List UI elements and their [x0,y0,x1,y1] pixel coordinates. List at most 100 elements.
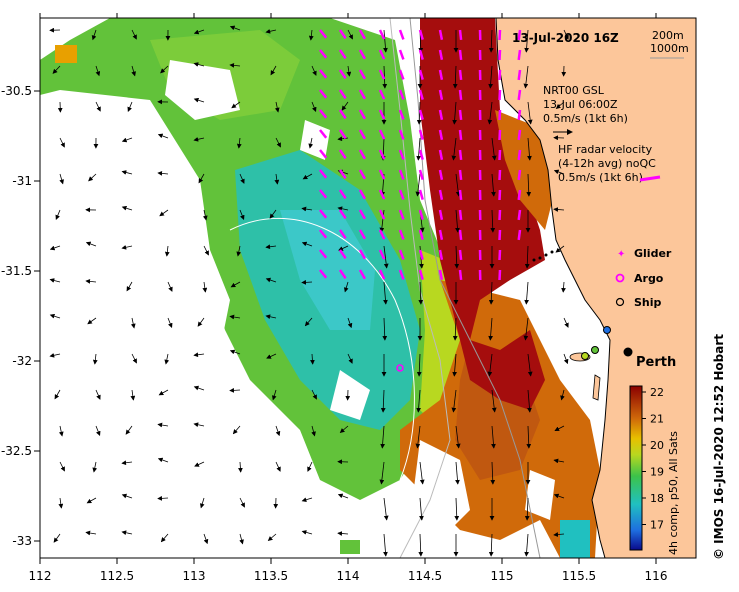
perth-marker [623,347,633,357]
hf-arrow [418,189,424,200]
gsl-arrow [232,425,241,435]
gsl-arrow [451,137,457,161]
gsl-arrow [275,137,281,148]
gsl-arrow [455,461,460,485]
gsl-arrow [488,29,494,53]
hf-arrow [418,49,424,60]
colorbar [629,385,643,551]
hf-arrow [458,149,463,161]
gsl-arrow [488,65,494,89]
gsl-arrow [193,136,205,142]
hf-arrow [378,249,386,260]
x-tick-label: 115.5 [562,569,596,583]
colorbar-tick-label: 19 [650,466,664,479]
gsl-arrow [308,137,314,149]
gsl-arrow [491,389,497,413]
gsl-arrow [523,317,529,341]
gsl-arrow [418,533,424,557]
ship-markers [581,326,611,360]
hf-arrow [458,89,463,101]
hf-arrow [338,109,347,119]
hf-arrow [498,269,502,281]
gsl-legend-line1: NRT00 GSL [543,84,605,97]
x-tick-label: 112.5 [100,569,134,583]
gsl-arrow [265,314,277,320]
y-tick-label: -31.5 [1,264,32,278]
hf-arrow [378,29,386,40]
x-tick-label: 114.5 [408,569,442,583]
gsl-arrow [383,281,388,305]
hf-arrow [378,189,386,200]
gsl-arrow [197,317,205,327]
gsl-arrow [491,173,496,197]
gsl-arrow [524,281,530,305]
x-tick-label: 114 [337,569,360,583]
hf-arrow [517,129,522,141]
hf-arrow [498,29,502,41]
gsl-arrow [86,497,97,504]
gsl-arrow [553,532,565,537]
gsl-arrow [337,206,349,212]
hf-arrow [458,129,463,141]
gsl-arrow [383,245,389,269]
gsl-arrow [131,353,137,364]
gsl-arrow [85,530,97,536]
gsl-arrow [265,277,277,283]
gsl-arrow [236,245,242,257]
gsl-arrow [239,533,244,545]
hf-arrow [338,49,347,59]
gsl-arrow [194,461,205,467]
gsl-arrow [416,353,422,377]
gsl-arrow [524,533,530,557]
hf-arrow [418,249,424,260]
gsl-arrow [193,385,205,391]
hf-arrow [378,269,386,280]
gsl-arrow [274,173,280,185]
gsl-arrow [553,493,565,499]
hf-arrow [358,209,366,220]
gsl-arrow [52,65,61,74]
gsl-arrow [274,101,280,113]
hf-arrow [438,209,444,221]
hf-arrow [418,149,424,160]
hf-arrow [358,269,366,280]
gsl-arrow [202,209,208,221]
y-tick-label: -32 [12,354,32,368]
gsl-arrow [454,497,460,521]
gsl-arrow [121,460,133,466]
gsl-arrow [380,389,386,413]
colorbar-title: 4h comp, p50, All Sats [667,431,680,555]
gsl-arrow [527,353,533,377]
gsl-arrow [199,497,205,509]
hf-arrow [398,29,405,40]
hf-arrow [438,129,444,141]
x-axis: 112 112.5 113 113.5 114 114.5 115 115.5 116 [29,13,667,583]
hf-arrow [438,89,444,101]
hf-arrow [517,49,522,61]
argo-icon [615,273,625,283]
hf-arrow [438,49,444,61]
gsl-arrow [302,173,313,180]
hf-arrow [418,29,424,40]
gsl-arrow [164,245,170,257]
gsl-arrow [561,281,566,293]
gsl-arrow [563,317,569,328]
y-tick-label: -32.5 [1,444,32,458]
hf-arrow [418,229,424,240]
argo-label: Argo [634,272,664,285]
gsl-arrow [167,281,173,292]
hf-arrow [378,169,386,180]
y-tick-label: -31 [12,174,32,188]
hf-arrow [378,69,386,80]
hf-arrow [458,169,463,181]
hf-arrow [319,209,328,219]
x-tick-label: 112 [29,569,52,583]
hf-arrow [378,89,386,100]
gsl-arrow [121,244,133,250]
gsl-arrow [265,28,277,34]
hf-arrow [319,69,328,79]
hf-arrow [398,269,405,280]
hf-arrow [438,29,444,41]
perth-label: Perth [636,355,676,370]
hf-arrow [458,209,463,221]
